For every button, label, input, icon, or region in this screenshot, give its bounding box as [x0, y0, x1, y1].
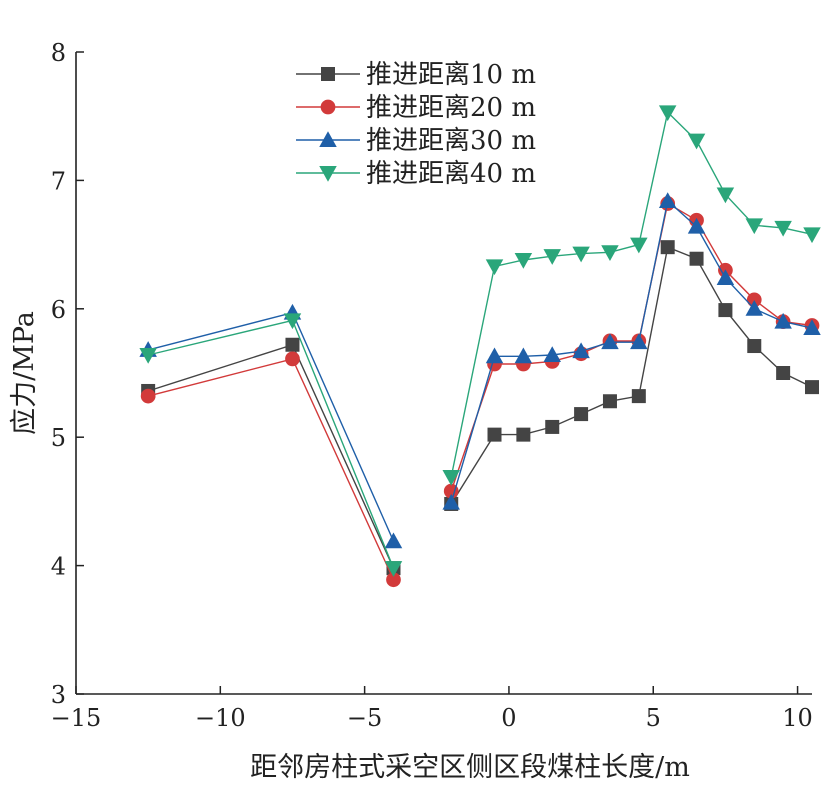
data-point-square [776, 366, 791, 380]
data-point-triangle-down [687, 133, 706, 150]
data-point-square [805, 380, 819, 395]
data-point-triangle-down [543, 249, 561, 265]
data-point-triangle-down [514, 253, 533, 269]
data-point-triangle-down [630, 237, 648, 254]
data-point-square [660, 240, 675, 255]
data-point-triangle-up [485, 347, 504, 364]
data-point-square [602, 394, 617, 409]
data-point-triangle-up [630, 333, 648, 350]
data-point-circle [386, 572, 401, 588]
data-point-square [285, 337, 300, 352]
data-point-circle [140, 388, 156, 404]
x-tick-label: −5 [347, 704, 382, 732]
data-point-triangle-up [319, 131, 337, 147]
data-point-triangle-down [716, 187, 735, 204]
data-point-square [718, 303, 733, 318]
legend-label: 推进距离20 m [366, 93, 536, 123]
data-point-triangle-down [601, 245, 619, 262]
series-2 [140, 196, 820, 588]
data-point-circle [320, 99, 336, 115]
data-point-circle [285, 351, 300, 367]
series-3 [139, 192, 821, 549]
series-line [148, 319, 395, 569]
x-tick-label: 10 [782, 704, 813, 732]
series-line [148, 311, 395, 542]
x-tick-label: −10 [195, 704, 246, 732]
legend-item: 推进距离40 m [296, 159, 536, 189]
series-group [139, 105, 821, 588]
data-point-triangle-up [601, 333, 619, 350]
y-tick-label: 5 [51, 424, 66, 452]
y-tick-label: 6 [51, 296, 66, 324]
x-axis-title: 距邻房柱式采空区侧区段煤柱长度/m [250, 752, 690, 783]
legend-item: 推进距离20 m [296, 93, 536, 123]
y-axis-title: 应力/MPa [9, 311, 40, 435]
data-point-triangle-up [745, 300, 764, 316]
data-point-triangle-up [658, 192, 677, 208]
data-point-triangle-down [774, 220, 792, 237]
y-tick-label: 8 [51, 39, 66, 67]
legend-label: 推进距离40 m [366, 159, 536, 189]
data-point-triangle-up [543, 346, 561, 363]
data-point-triangle-up [803, 319, 821, 336]
data-point-triangle-up [384, 532, 403, 549]
data-point-triangle-down [442, 470, 460, 486]
legend-label: 推进距离30 m [366, 126, 536, 156]
data-point-triangle-up [716, 269, 735, 285]
data-point-square [321, 67, 335, 81]
data-point-triangle-up [774, 312, 792, 329]
data-point-square [545, 419, 560, 434]
data-point-triangle-up [687, 217, 706, 234]
ticks: −15 −10 −5 0 5 10 3 4 5 6 7 8 [51, 39, 813, 732]
series-line [450, 246, 813, 505]
data-point-triangle-down [658, 105, 677, 122]
data-point-square [516, 427, 531, 442]
data-point-triangle-down [803, 227, 821, 244]
x-tick-label: −15 [51, 704, 102, 732]
data-point-square [747, 339, 762, 354]
series-4 [139, 105, 821, 577]
axes [75, 52, 812, 695]
data-point-triangle-down [319, 166, 337, 182]
data-point-triangle-up [572, 342, 590, 359]
series-line [148, 358, 395, 580]
data-point-triangle-down [572, 246, 590, 263]
legend-item: 推进距离30 m [296, 126, 536, 156]
data-point-triangle-down [283, 313, 302, 330]
data-point-square [689, 251, 704, 266]
data-point-square [574, 407, 589, 422]
data-point-triangle-down [485, 259, 504, 276]
data-point-circle [746, 292, 762, 308]
data-point-triangle-down [384, 561, 403, 577]
data-point-triangle-down [745, 218, 764, 235]
x-tick-label: 5 [646, 704, 661, 732]
y-tick-label: 7 [51, 167, 66, 195]
x-tick-label: 0 [501, 704, 516, 732]
data-point-square [631, 389, 646, 404]
y-tick-label: 3 [51, 681, 66, 709]
data-point-triangle-up [514, 347, 533, 364]
legend-label: 推进距离10 m [366, 60, 536, 90]
data-point-triangle-down [139, 348, 157, 364]
data-point-circle [443, 483, 459, 499]
y-tick-label: 4 [51, 553, 66, 581]
data-point-triangle-up [442, 493, 460, 510]
data-point-square [487, 427, 502, 442]
legend-item: 推进距离10 m [296, 60, 536, 90]
